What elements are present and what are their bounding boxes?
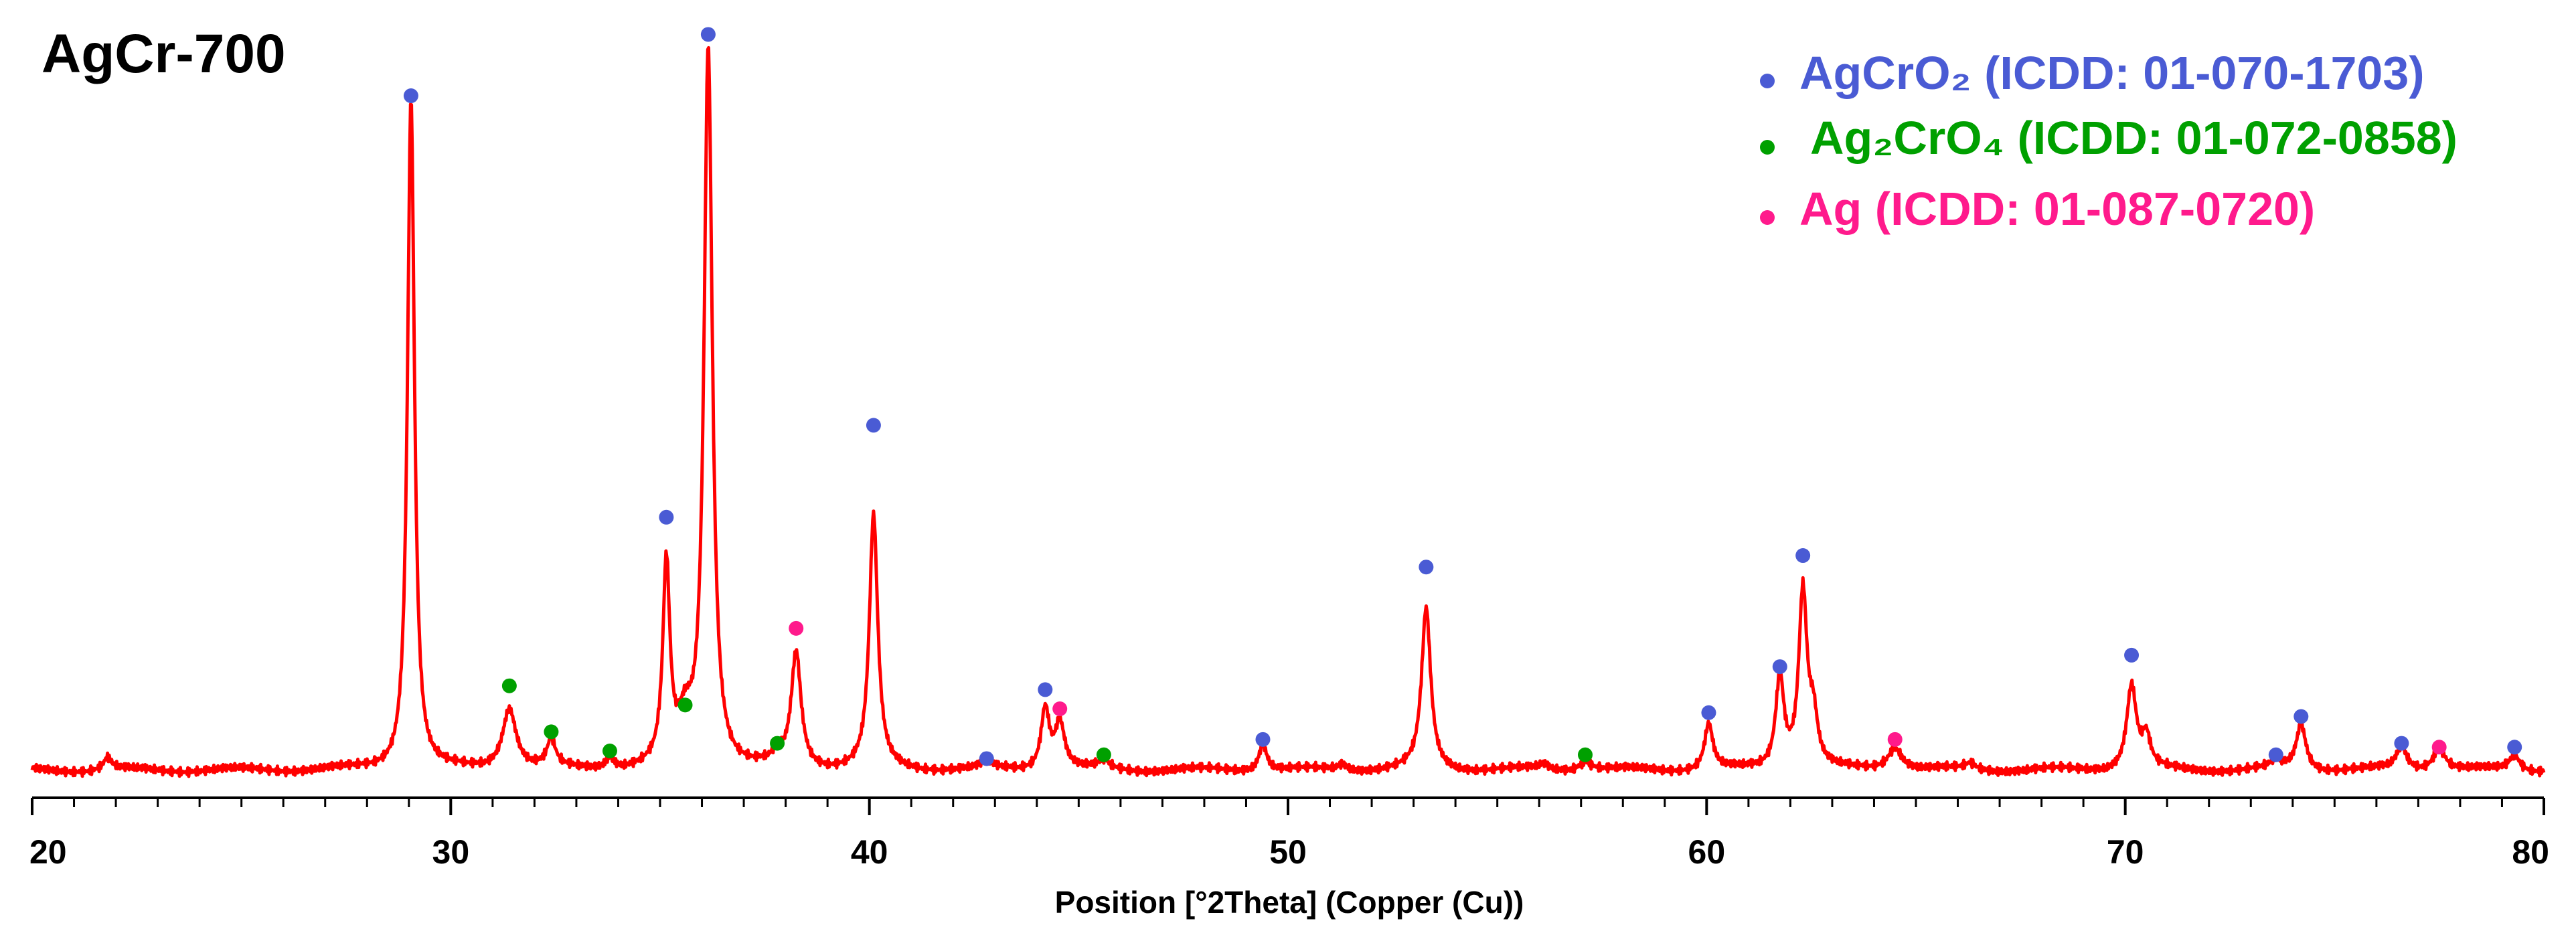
phase-marker-ag2cro4 [1096, 747, 1111, 762]
phase-marker-agcro2 [2293, 709, 2309, 724]
phase-marker-agcro2 [1419, 560, 1434, 575]
diffraction-pattern-line [30, 46, 2546, 778]
x-tick-label: 20 [29, 833, 67, 871]
phase-marker-agcro2 [979, 751, 994, 766]
x-tick-label: 60 [1688, 833, 1726, 871]
phase-marker-agcro2 [2507, 740, 2522, 755]
legend-dot-1 [1760, 140, 1775, 155]
x-tick-label: 50 [1269, 833, 1307, 871]
phase-marker-ag2cro4 [602, 744, 617, 759]
phase-marker-agcro2 [1795, 548, 1811, 564]
phase-marker-agcro2 [1701, 705, 1716, 720]
phase-marker-ag [1052, 701, 1068, 717]
phase-marker-ag [1887, 732, 1903, 747]
x-tick-label: 80 [2512, 833, 2549, 871]
phase-markers [403, 27, 2522, 766]
legend: AgCrO₂ (ICDD: 01-070-1703) Ag₂CrO₄ (ICDD… [1760, 47, 2458, 235]
phase-marker-ag2cro4 [501, 678, 517, 693]
phase-marker-ag [2431, 740, 2447, 755]
phase-marker-ag [789, 620, 804, 636]
phase-marker-ag2cro4 [677, 697, 693, 713]
legend-dot-0 [1760, 74, 1775, 88]
phase-marker-agcro2 [2268, 747, 2283, 762]
x-axis-ticks: 20 30 40 50 60 70 80 [29, 798, 2549, 871]
phase-marker-agcro2 [700, 27, 716, 42]
x-axis-label: Position [°2Theta] (Copper (Cu)) [1055, 885, 1524, 920]
chart-title: AgCr-700 [42, 23, 286, 84]
legend-label-2: Ag (ICDD: 01-087-0720) [1799, 183, 2315, 235]
phase-marker-agcro2 [659, 509, 674, 525]
phase-marker-agcro2 [2124, 647, 2140, 663]
phase-marker-agcro2 [1772, 659, 1787, 675]
legend-label-1: Ag₂CrO₄ (ICDD: 01-072-0858) [1810, 112, 2458, 164]
phase-marker-agcro2 [866, 418, 881, 433]
phase-marker-ag2cro4 [1577, 747, 1593, 762]
x-tick-label: 70 [2107, 833, 2144, 871]
phase-marker-ag2cro4 [544, 724, 559, 740]
phase-marker-ag2cro4 [770, 736, 785, 751]
x-tick-label: 40 [851, 833, 888, 871]
phase-marker-agcro2 [2394, 736, 2409, 751]
legend-label-0: AgCrO₂ (ICDD: 01-070-1703) [1799, 47, 2425, 99]
phase-marker-agcro2 [403, 88, 418, 104]
pattern-layer [30, 46, 2546, 778]
legend-dot-2 [1760, 210, 1775, 225]
phase-marker-agcro2 [1255, 732, 1271, 747]
phase-marker-agcro2 [1038, 682, 1053, 697]
x-tick-label: 30 [432, 833, 470, 871]
